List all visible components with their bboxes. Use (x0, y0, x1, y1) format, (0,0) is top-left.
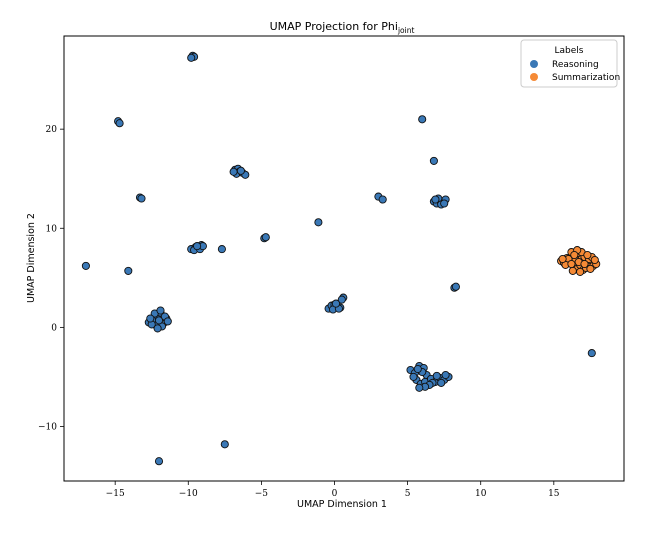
chart-title-subscript: joint (397, 26, 415, 35)
data-point-summarization (580, 259, 589, 269)
x-tick-label: 0 (332, 489, 338, 499)
data-point-summarization (586, 264, 595, 273)
y-axis-label: UMAP Dimension 2 (26, 213, 37, 303)
data-point-reasoning (81, 261, 90, 270)
x-tick-label: 15 (548, 489, 560, 499)
data-point-reasoning (229, 167, 238, 176)
legend-label-reasoning: Reasoning (552, 60, 599, 70)
data-point-reasoning (418, 115, 427, 124)
y-tick-label: 20 (46, 125, 58, 135)
data-point-reasoning (314, 218, 323, 227)
data-point-reasoning (146, 314, 155, 323)
y-tick-label: −10 (38, 422, 57, 432)
data-point-summarization (568, 266, 577, 275)
data-point-reasoning (220, 440, 229, 449)
data-point-reasoning (163, 317, 172, 326)
data-point-summarization (558, 254, 567, 264)
x-axis: −15 −10 −5 0 5 10 15 (106, 481, 560, 499)
data-point-reasoning (137, 194, 146, 203)
x-tick-label: 10 (475, 489, 487, 499)
data-point-reasoning (378, 195, 387, 204)
x-axis-label: UMAP Dimension 1 (297, 499, 387, 510)
data-point-reasoning (451, 282, 460, 291)
legend-marker-summarization (530, 73, 538, 81)
data-point-reasoning (337, 295, 346, 304)
legend-marker-reasoning (530, 60, 538, 68)
data-point-summarization (567, 259, 576, 269)
data-point-reasoning (124, 266, 133, 275)
data-point-reasoning (331, 299, 341, 308)
chart-title: UMAP Projection for Phijoint (270, 20, 415, 35)
y-tick-label: 0 (51, 323, 57, 333)
data-point-reasoning (432, 371, 441, 380)
data-point-reasoning (441, 370, 450, 380)
data-point-reasoning (236, 166, 245, 175)
data-point-reasoning (156, 306, 165, 315)
y-axis: −10 0 10 20 (38, 125, 64, 432)
data-point-summarization (576, 267, 585, 276)
x-tick-label: −5 (255, 489, 269, 499)
data-point-reasoning (153, 324, 162, 333)
data-point-summarization (583, 250, 592, 260)
x-tick-label: 5 (405, 489, 411, 499)
data-point-reasoning (415, 383, 424, 392)
legend-title: Labels (555, 46, 584, 56)
data-point-reasoning (187, 53, 196, 62)
chart-title-main: UMAP Projection for Phi (270, 20, 398, 33)
plot-area-frame (63, 35, 625, 482)
data-point-summarization (570, 250, 579, 260)
data-point-reasoning (409, 372, 418, 381)
points-layer (81, 51, 601, 466)
data-point-reasoning (413, 364, 422, 374)
data-point-reasoning (115, 119, 124, 128)
data-point-reasoning (217, 245, 226, 254)
data-point-reasoning (261, 233, 270, 242)
data-point-reasoning (440, 199, 449, 208)
legend: Labels Reasoning Summarization (520, 39, 620, 88)
data-point-reasoning (587, 349, 596, 358)
x-tick-label: −15 (106, 489, 125, 499)
data-point-reasoning (429, 156, 438, 165)
data-point-reasoning (154, 316, 164, 325)
legend-box (520, 39, 618, 88)
data-point-reasoning (437, 378, 446, 387)
data-point-reasoning (193, 242, 202, 251)
data-point-reasoning (154, 457, 164, 466)
data-point-reasoning (431, 195, 440, 204)
legend-label-summarization: Summarization (552, 73, 620, 83)
y-tick-label: 10 (46, 224, 58, 234)
x-tick-label: −10 (179, 489, 198, 499)
data-point-summarization (590, 255, 599, 265)
